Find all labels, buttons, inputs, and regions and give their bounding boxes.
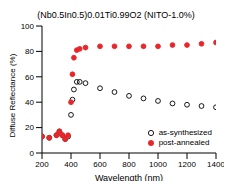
svg-text:200: 200 <box>35 160 49 169</box>
html-text:as-synthesized: as-synthesized <box>158 128 212 137</box>
svg-text:80: 80 <box>25 47 34 56</box>
svg-text:100: 100 <box>21 22 35 31</box>
html-text:(Nb0.5In0.5)0.01Ti0.99O2 (NITO: (Nb0.5In0.5)0.01Ti0.99O2 (NITO-1.0%) <box>37 10 195 20</box>
svg-text:1200: 1200 <box>178 160 196 169</box>
svg-text:20: 20 <box>25 123 34 132</box>
svg-text:0: 0 <box>30 149 35 158</box>
svg-text:Diffuse Reflectance (%): Diffuse Reflectance (%) <box>8 53 17 137</box>
svg-text:Wavelength (nm): Wavelength (nm) <box>95 173 163 181</box>
svg-text:800: 800 <box>122 160 136 169</box>
svg-text:60: 60 <box>25 73 34 82</box>
svg-text:1400: 1400 <box>207 160 224 169</box>
html-text:post-annealed: post-annealed <box>158 138 210 147</box>
svg-text:1000: 1000 <box>149 160 167 169</box>
svg-text:600: 600 <box>93 160 107 169</box>
svg-text:40: 40 <box>25 98 34 107</box>
svg-text:400: 400 <box>64 160 78 169</box>
